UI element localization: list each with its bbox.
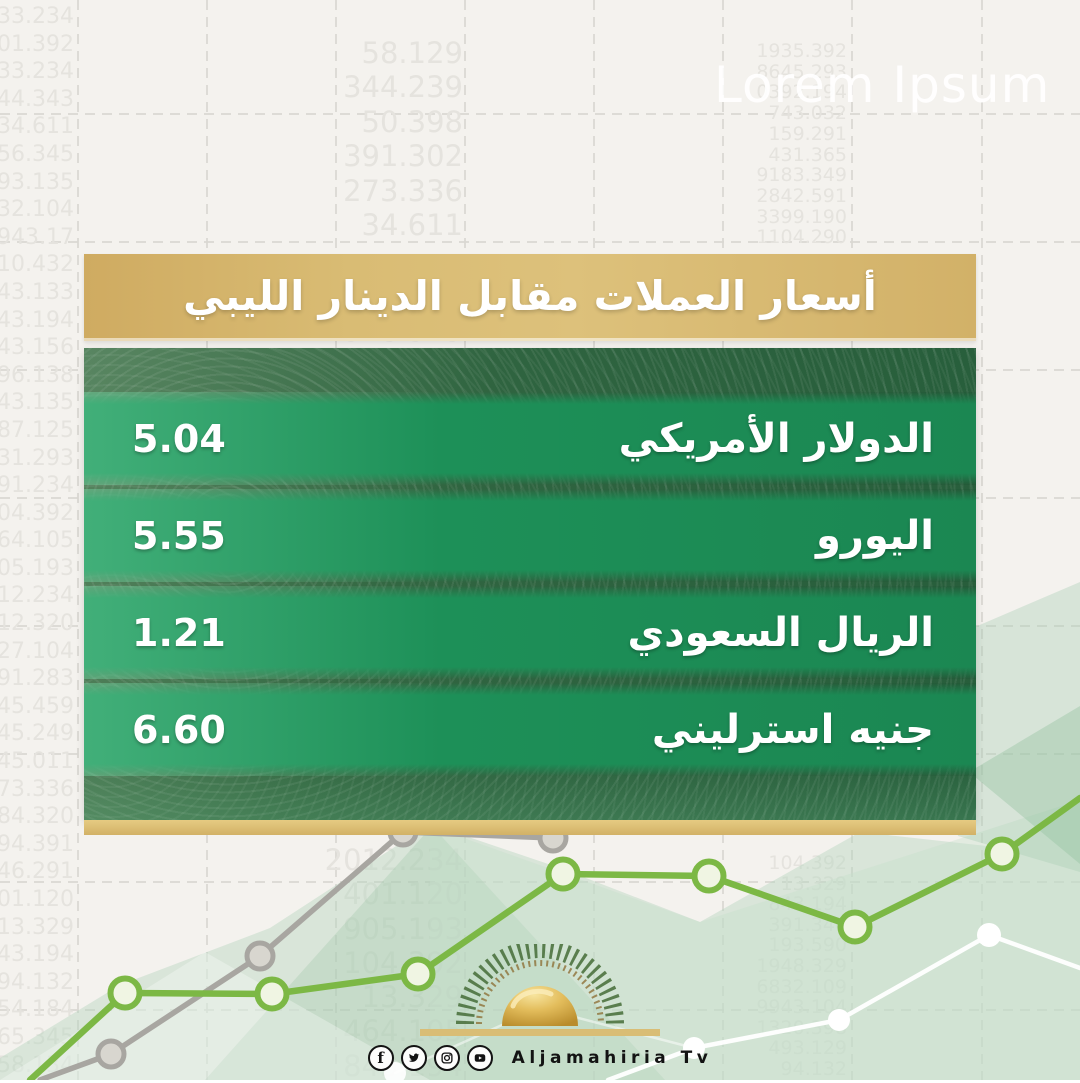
rate-value: 5.55 — [132, 513, 226, 558]
page-title: أسعار العملات مقابل الدينار الليبي — [183, 272, 877, 320]
currency-label: الريال السعودي — [627, 609, 934, 656]
rate-value: 6.60 — [132, 707, 226, 752]
ticker-numbers-right-top: 1935.392 8645.293 0392.194 743.032 159.2… — [756, 40, 847, 249]
ticker-numbers-left: 933.234 701.392 933.234 244.343 534.611 … — [0, 4, 74, 1078]
gridline-vertical — [981, 0, 983, 1080]
green-line-series — [26, 794, 1080, 1080]
instagram-icon — [433, 1045, 460, 1071]
ticker-numbers-middle-top: 58.129 344.239 50.398 391.302 273.336 34… — [343, 36, 463, 243]
logo-calligraphy-icon — [456, 944, 624, 1026]
bottom-gold-bar — [84, 820, 976, 835]
rates-panel: 5.04 الدولار الأمريكي 5.55 اليورو 1.21 ا… — [84, 348, 976, 820]
currency-label: الدولار الأمريكي — [618, 415, 934, 462]
social-row: f Aljamahiria Tv — [367, 1045, 713, 1071]
gridline-horizontal — [0, 241, 1080, 243]
youtube-icon — [466, 1045, 493, 1071]
ticker-numbers-right-bottom: 104.392 13.329 843.194 391.340 193.590 1… — [667, 853, 847, 1080]
facebook-icon: f — [367, 1045, 394, 1071]
rate-row-saudi-riyal: 1.21 الريال السعودي — [84, 586, 976, 679]
channel-logo: f Aljamahiria Tv — [367, 944, 708, 1071]
rate-value: 5.04 — [132, 416, 226, 461]
rate-value: 1.21 — [132, 610, 226, 655]
twitter-icon — [400, 1045, 427, 1071]
channel-name: Aljamahiria Tv — [511, 1048, 713, 1068]
gridline-vertical — [77, 0, 79, 1080]
rate-row-sterling: 6.60 جنيه استرليني — [84, 683, 976, 776]
logo-underline — [420, 1029, 660, 1036]
currency-label: اليورو — [815, 512, 934, 559]
header-banner: أسعار العملات مقابل الدينار الليبي — [84, 254, 976, 341]
gridline-horizontal — [0, 113, 1080, 115]
rate-row-euro: 5.55 اليورو — [84, 489, 976, 582]
watermark: Lorem Ipsum — [714, 56, 1051, 114]
rate-row-usd: 5.04 الدولار الأمريكي — [84, 392, 976, 485]
gridline-horizontal — [0, 881, 1080, 883]
currency-label: جنيه استرليني — [651, 706, 934, 753]
